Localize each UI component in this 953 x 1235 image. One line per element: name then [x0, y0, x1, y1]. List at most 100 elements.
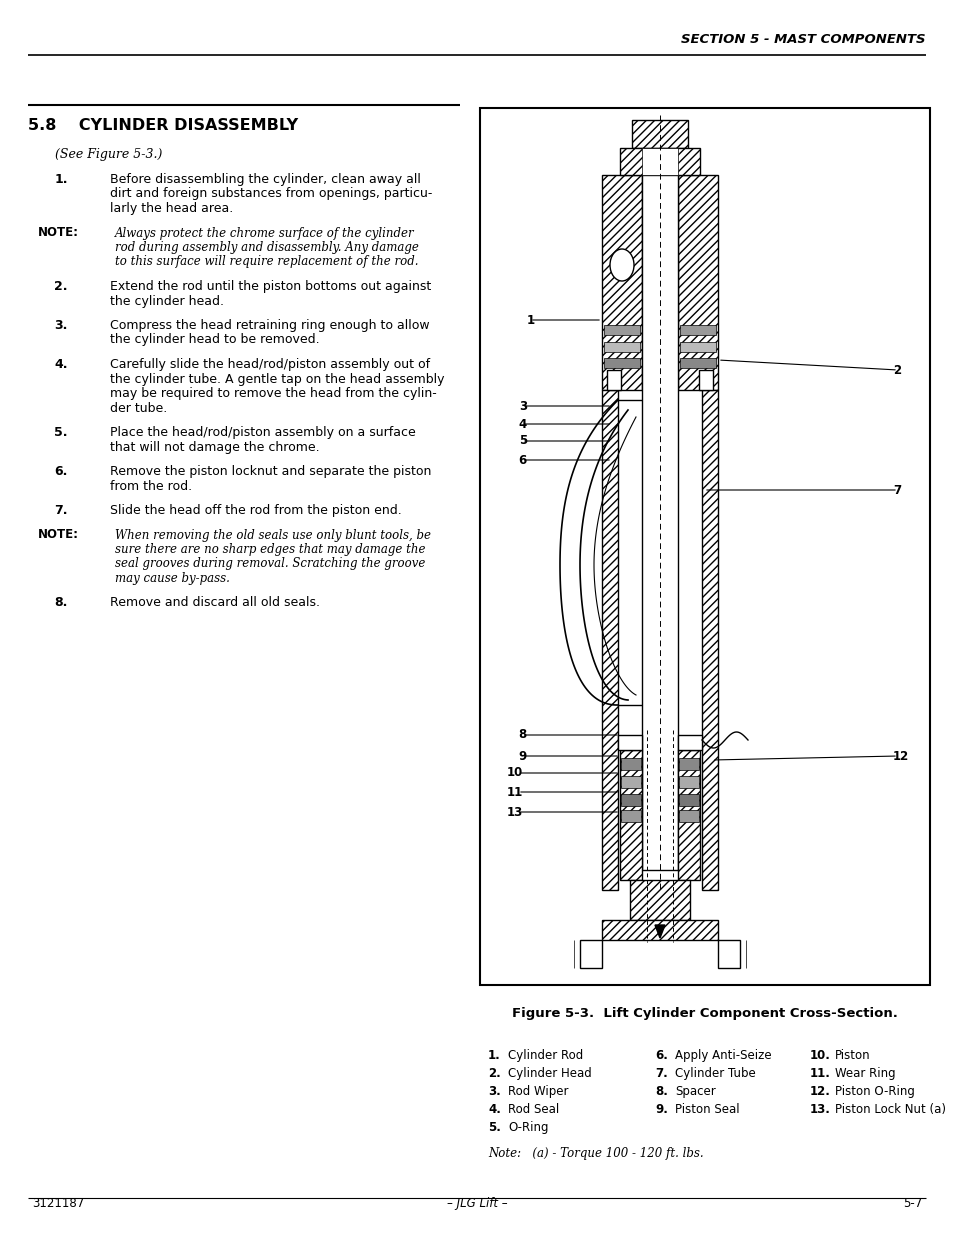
Bar — [629, 881, 689, 920]
Text: 2.: 2. — [54, 280, 68, 293]
Bar — [678, 175, 718, 390]
Text: rod during assembly and disassembly. Any damage: rod during assembly and disassembly. Any… — [115, 241, 418, 254]
Text: 11.: 11. — [809, 1067, 830, 1079]
Bar — [620, 794, 640, 806]
Text: 4.: 4. — [488, 1103, 500, 1116]
Text: 1.: 1. — [488, 1049, 500, 1062]
Bar — [641, 148, 678, 175]
Text: 5.: 5. — [488, 1121, 500, 1134]
Text: from the rod.: from the rod. — [110, 479, 192, 493]
Bar — [601, 920, 718, 940]
Bar — [601, 390, 618, 890]
Text: Wear Ring: Wear Ring — [834, 1067, 895, 1079]
Text: Piston Lock Nut (a): Piston Lock Nut (a) — [834, 1103, 945, 1116]
Text: Rod Seal: Rod Seal — [507, 1103, 558, 1116]
Text: 10: 10 — [506, 767, 522, 779]
Text: 13.: 13. — [809, 1103, 830, 1116]
Text: Note:   (a) - Torque 100 - 120 ft. lbs.: Note: (a) - Torque 100 - 120 ft. lbs. — [488, 1147, 703, 1160]
Text: NOTE:: NOTE: — [38, 529, 79, 541]
Text: 2.: 2. — [488, 1067, 500, 1079]
Text: – JLG Lift –: – JLG Lift – — [446, 1197, 507, 1210]
Text: 3.: 3. — [54, 319, 68, 332]
Polygon shape — [655, 925, 664, 939]
Bar — [619, 750, 641, 881]
Text: Cylinder Rod: Cylinder Rod — [507, 1049, 582, 1062]
Bar — [620, 758, 640, 769]
Text: 5: 5 — [518, 435, 526, 447]
Bar — [579, 940, 601, 968]
Bar — [641, 175, 678, 869]
Text: the cylinder tube. A gentle tap on the head assembly: the cylinder tube. A gentle tap on the h… — [110, 373, 444, 385]
Text: Remove and discard all old seals.: Remove and discard all old seals. — [110, 597, 319, 610]
Text: the cylinder head.: the cylinder head. — [110, 294, 224, 308]
Text: Remove the piston locknut and separate the piston: Remove the piston locknut and separate t… — [110, 466, 431, 478]
Bar — [603, 358, 639, 368]
Bar — [701, 390, 718, 890]
Text: 6: 6 — [518, 453, 526, 467]
Text: 6.: 6. — [655, 1049, 667, 1062]
Bar — [603, 325, 639, 335]
Text: Piston Seal: Piston Seal — [675, 1103, 739, 1116]
Text: 8.: 8. — [54, 597, 68, 610]
Text: 11: 11 — [506, 785, 522, 799]
Text: Place the head/rod/piston assembly on a surface: Place the head/rod/piston assembly on a … — [110, 426, 416, 438]
Text: 8.: 8. — [655, 1086, 667, 1098]
Text: 6.: 6. — [54, 466, 68, 478]
Text: 7: 7 — [892, 483, 901, 496]
Text: 7.: 7. — [54, 504, 68, 517]
Text: larly the head area.: larly the head area. — [110, 203, 233, 215]
Bar — [601, 175, 641, 390]
Text: Cylinder Head: Cylinder Head — [507, 1067, 591, 1079]
Bar — [678, 750, 700, 881]
Text: When removing the old seals use only blunt tools, be: When removing the old seals use only blu… — [115, 529, 431, 541]
Text: 3.: 3. — [488, 1086, 500, 1098]
Bar — [603, 342, 639, 352]
Text: Apply Anti-Seize: Apply Anti-Seize — [675, 1049, 771, 1062]
Bar — [699, 370, 712, 390]
Bar — [479, 107, 929, 986]
Text: Piston O-Ring: Piston O-Ring — [834, 1086, 914, 1098]
Bar — [678, 735, 701, 750]
Text: may be required to remove the head from the cylin-: may be required to remove the head from … — [110, 387, 436, 400]
Text: Slide the head off the rod from the piston end.: Slide the head off the rod from the pist… — [110, 504, 401, 517]
Text: Rod Wiper: Rod Wiper — [507, 1086, 568, 1098]
Text: Carefully slide the head/rod/piston assembly out of: Carefully slide the head/rod/piston asse… — [110, 358, 430, 370]
Text: 4: 4 — [518, 417, 526, 431]
Text: O-Ring: O-Ring — [507, 1121, 548, 1134]
Text: 3121187: 3121187 — [32, 1197, 84, 1210]
Text: sure there are no sharp edges that may damage the: sure there are no sharp edges that may d… — [115, 543, 425, 556]
Text: seal grooves during removal. Scratching the groove: seal grooves during removal. Scratching … — [115, 557, 425, 571]
Text: Always protect the chrome surface of the cylinder: Always protect the chrome surface of the… — [115, 226, 415, 240]
Text: 4.: 4. — [54, 358, 68, 370]
Bar — [631, 120, 687, 148]
Bar — [679, 342, 716, 352]
Text: (See Figure 5-3.): (See Figure 5-3.) — [55, 148, 162, 161]
Text: SECTION 5 - MAST COMPONENTS: SECTION 5 - MAST COMPONENTS — [680, 33, 925, 46]
Text: Compress the head retraining ring enough to allow: Compress the head retraining ring enough… — [110, 319, 429, 332]
Text: Extend the rod until the piston bottoms out against: Extend the rod until the piston bottoms … — [110, 280, 431, 293]
Text: 12.: 12. — [809, 1086, 830, 1098]
Text: to this surface will require replacement of the rod.: to this surface will require replacement… — [115, 256, 418, 268]
Bar — [679, 325, 716, 335]
Text: 10.: 10. — [809, 1049, 830, 1062]
Text: that will not damage the chrome.: that will not damage the chrome. — [110, 441, 319, 453]
Bar — [620, 776, 640, 788]
Bar — [606, 370, 620, 390]
Bar — [718, 940, 740, 968]
Text: 5-7: 5-7 — [902, 1197, 921, 1210]
Text: 12: 12 — [892, 750, 908, 762]
Bar — [618, 735, 641, 750]
Text: Piston: Piston — [834, 1049, 870, 1062]
Text: may cause by-pass.: may cause by-pass. — [115, 572, 230, 585]
Bar — [679, 776, 699, 788]
Bar — [619, 148, 700, 175]
Bar — [620, 810, 640, 823]
Text: NOTE:: NOTE: — [38, 226, 79, 240]
Bar — [679, 358, 716, 368]
Text: 5.: 5. — [54, 426, 68, 438]
Text: Before disassembling the cylinder, clean away all: Before disassembling the cylinder, clean… — [110, 173, 420, 186]
Text: der tube.: der tube. — [110, 401, 167, 415]
Bar — [679, 810, 699, 823]
Text: 8: 8 — [518, 729, 526, 741]
Text: Spacer: Spacer — [675, 1086, 715, 1098]
